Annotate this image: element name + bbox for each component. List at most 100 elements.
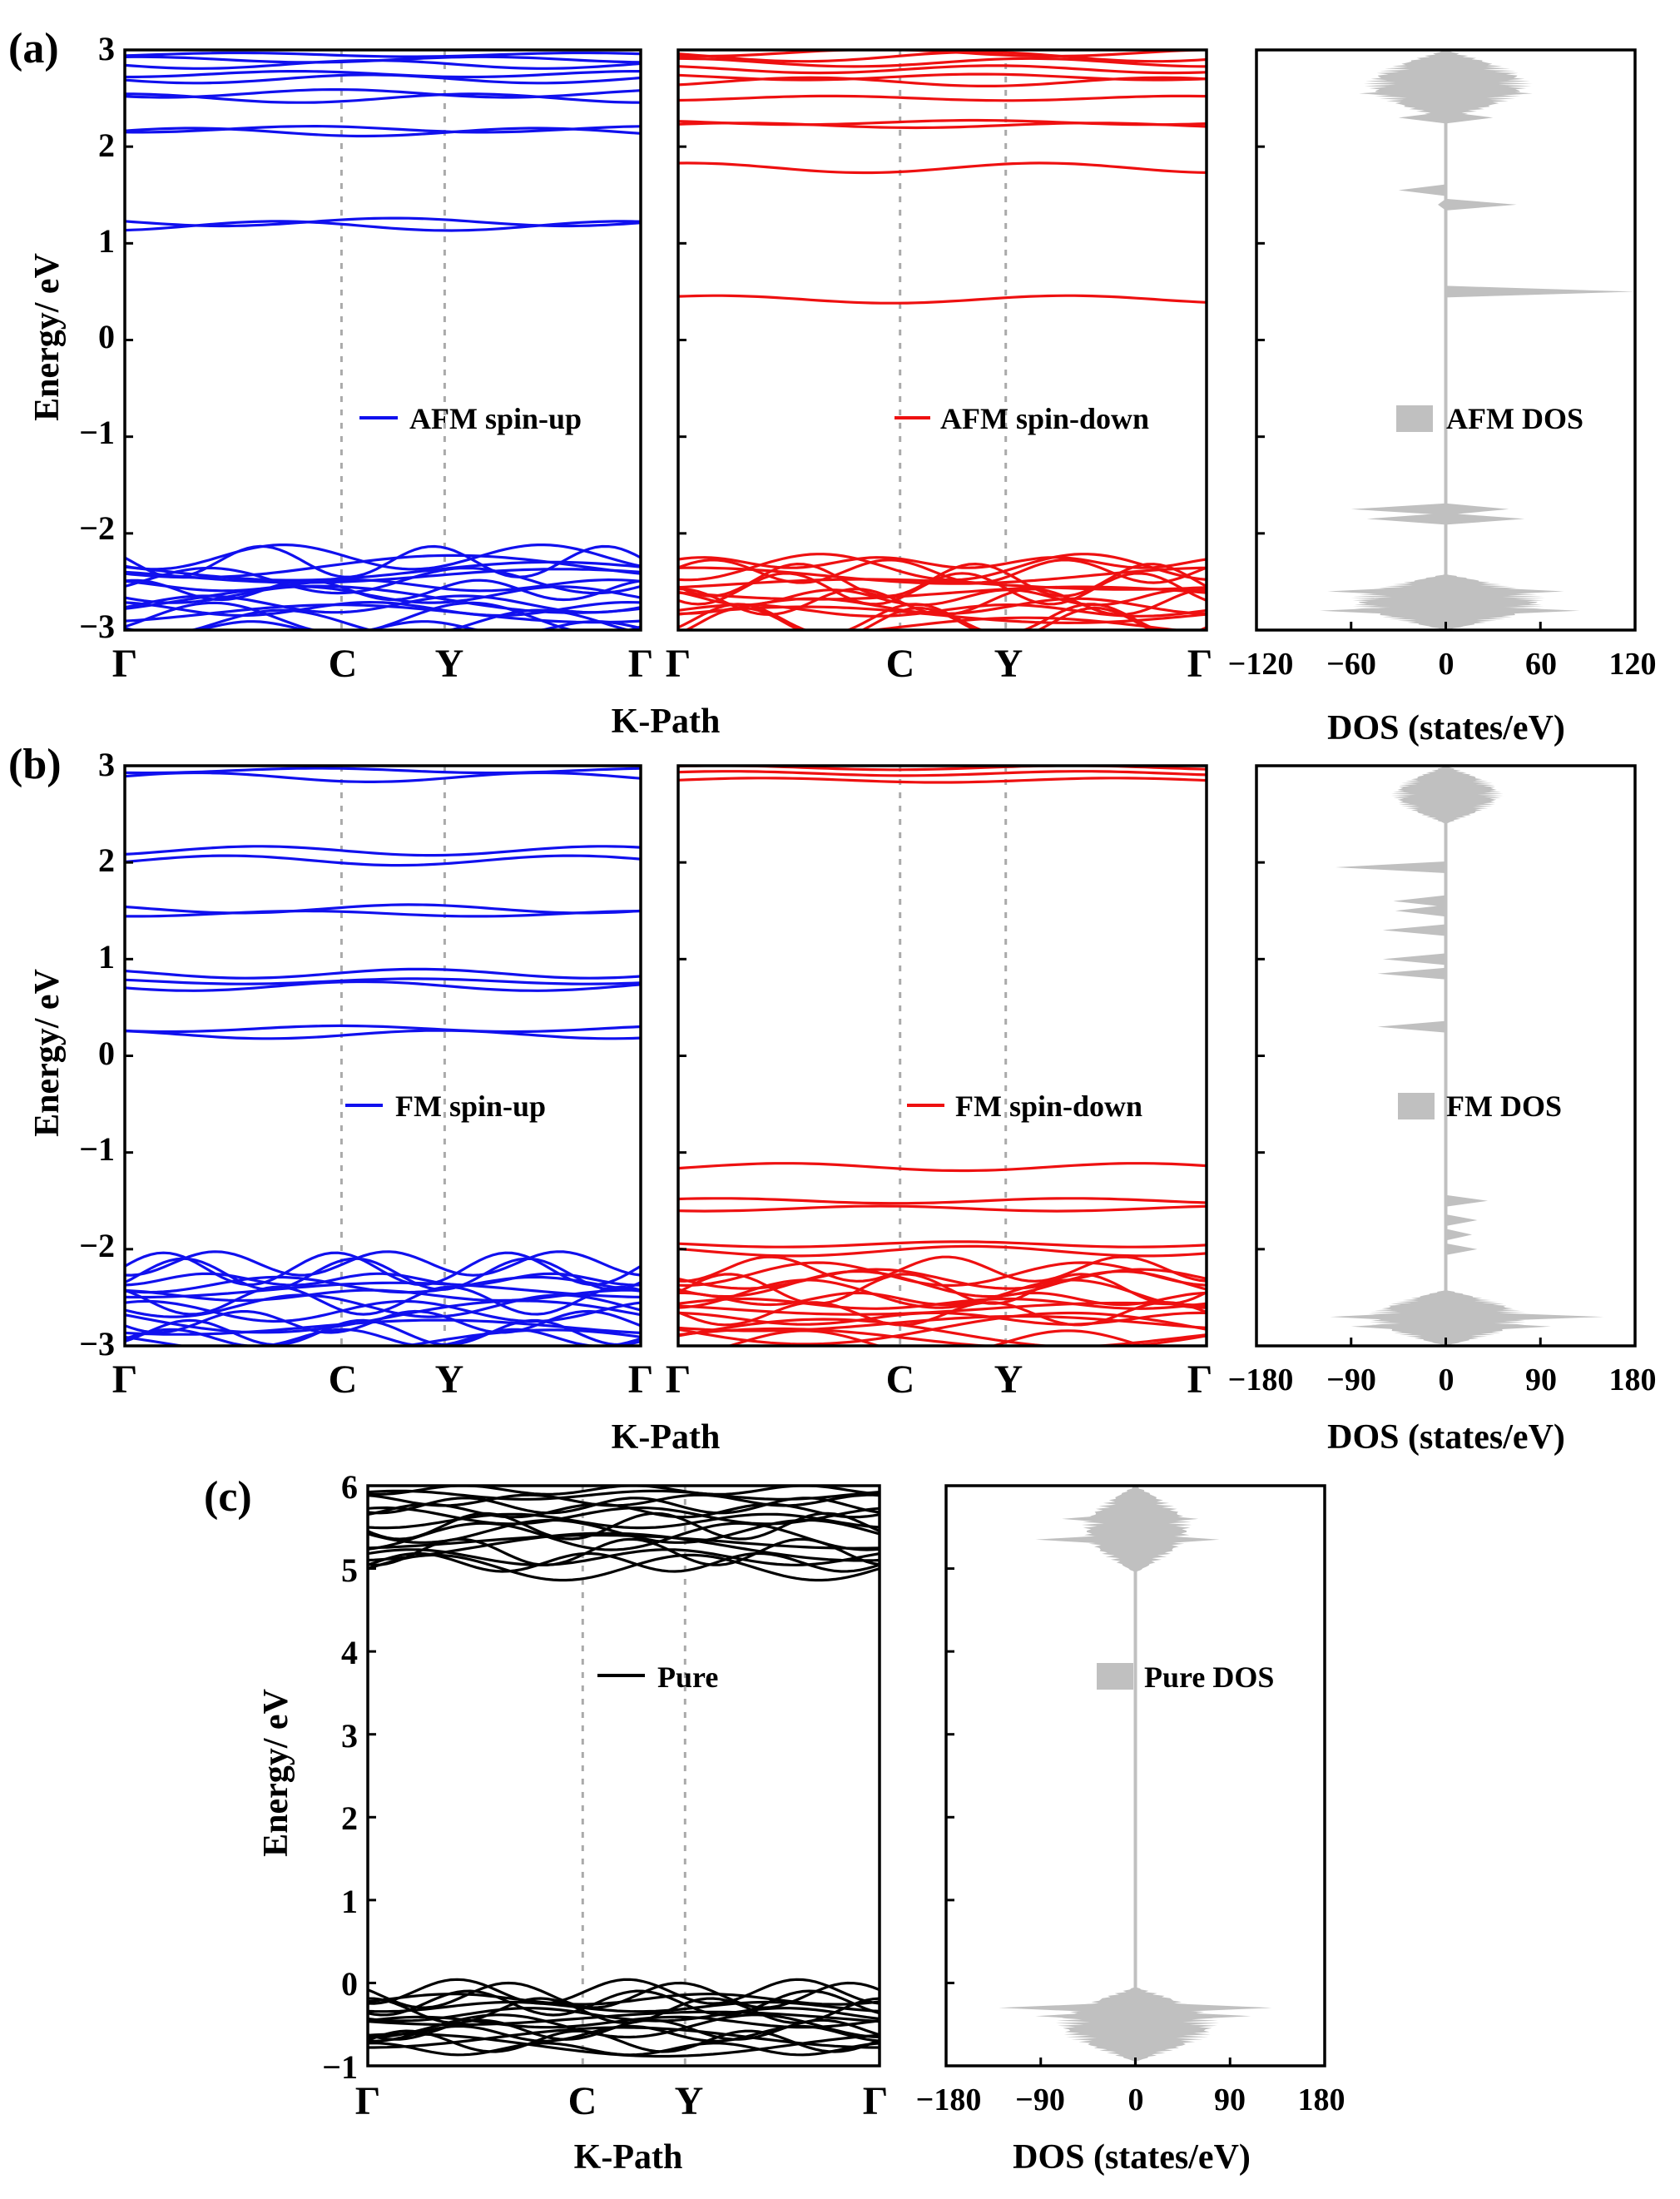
x-tick-label: −90 — [1326, 1363, 1376, 1397]
x-tick-label: 90 — [1525, 1363, 1557, 1397]
band-line — [678, 1255, 1207, 1283]
band-line — [368, 1997, 880, 2025]
band-line — [368, 1548, 880, 1566]
dos-peak — [1398, 184, 1446, 196]
plot-frame-b-up — [123, 764, 642, 1348]
band-line — [125, 1275, 641, 1294]
band-line — [678, 294, 1207, 305]
band-line — [125, 1318, 641, 1346]
dos-peak — [1445, 1320, 1551, 1333]
x-tick-label: 0 — [1128, 2082, 1144, 2117]
kpoint-label: Y — [994, 642, 1023, 686]
band-line — [125, 216, 641, 228]
plot-frame-a-dos — [1255, 48, 1637, 632]
dos-peak — [1445, 604, 1580, 617]
y-tick-label: 0 — [341, 1965, 358, 2003]
kpoint-label: Y — [994, 1358, 1023, 1402]
dos-peak — [1445, 198, 1517, 211]
dos-x-axis-label-a: DOS (states/eV) — [1327, 709, 1565, 747]
x-tick-label: −60 — [1326, 647, 1376, 682]
dos-series-2 — [1319, 50, 1635, 630]
dos-peak — [1445, 1229, 1473, 1241]
dos-x-ticks-c: −180 −90 0 90 180 — [916, 2082, 1345, 2117]
plot-frame-a-down — [676, 48, 1208, 632]
dos-x-axis-label-b: DOS (states/eV) — [1327, 1418, 1565, 1457]
kpoint-label: Γ — [112, 1358, 138, 1402]
dos-peak — [1377, 967, 1446, 980]
y-tick-label: 1 — [98, 222, 115, 260]
band-line — [125, 1285, 641, 1316]
kpoint-label: C — [568, 2079, 597, 2123]
band-line — [125, 578, 641, 593]
dos-peak — [1445, 285, 1635, 298]
band-line — [678, 1204, 1207, 1213]
band-line — [368, 1551, 880, 1573]
band-line — [368, 1512, 880, 1530]
band-line — [125, 767, 641, 775]
band-line — [125, 1328, 641, 1346]
legend-label: Pure DOS — [1144, 1660, 1274, 1694]
band-line — [678, 1327, 1207, 1346]
legend-label: AFM spin-up — [409, 402, 582, 435]
y-ticks-b: 3 2 1 0 −1 −2 −3 — [79, 746, 115, 1363]
legend-label: AFM spin-down — [940, 402, 1149, 435]
plot-frame-a-up — [123, 48, 642, 632]
kpoint-label: Y — [435, 642, 464, 686]
band-line — [125, 909, 641, 918]
band-line — [125, 73, 641, 85]
band-line — [125, 584, 641, 614]
y-tick-label: 3 — [341, 1717, 358, 1755]
x-tick-label: 180 — [1298, 2082, 1345, 2117]
dos-peak — [1335, 861, 1446, 873]
y-tick-label: 3 — [98, 746, 115, 783]
kpoint-labels-a: Γ C Y Γ Γ C Y Γ — [112, 642, 1213, 686]
dos-peak — [1445, 1311, 1604, 1323]
dos-peak — [1035, 1533, 1136, 1546]
dos-peak — [1398, 112, 1446, 124]
y-tick-label: 6 — [341, 1468, 358, 1506]
kpoint-label: Γ — [355, 2079, 381, 2123]
plot-frame-b-dos — [1255, 764, 1637, 1348]
dos-peak — [1395, 905, 1446, 917]
legend-swatch — [1097, 1663, 1133, 1690]
band-line — [678, 1261, 1207, 1288]
band-line — [125, 980, 641, 992]
band-line — [125, 1024, 641, 1034]
y-tick-label: −1 — [79, 1130, 115, 1168]
dos-x-axis-label-c: DOS (states/eV) — [1013, 2138, 1251, 2177]
kpoint-label: Γ — [1187, 642, 1213, 686]
band-line — [678, 553, 1207, 582]
x-tick-label: 180 — [1609, 1363, 1657, 1397]
y-tick-label: 3 — [98, 30, 115, 67]
band-line — [368, 1978, 880, 2005]
band-line — [125, 568, 641, 584]
y-tick-label: 2 — [98, 127, 115, 164]
band-line — [864, 616, 1188, 630]
band-line — [368, 1533, 880, 1550]
x-tick-label: −90 — [1015, 2082, 1065, 2117]
dos-band-area — [1081, 1486, 1192, 1573]
kpoint-label: Γ — [1187, 1358, 1213, 1402]
legend-swatch — [1398, 1093, 1435, 1119]
band-line — [125, 1029, 641, 1040]
y-tick-label: 0 — [98, 318, 115, 355]
y-tick-label: 4 — [341, 1634, 358, 1671]
band-line — [678, 76, 1207, 87]
band-line — [125, 59, 641, 70]
kpoint-label: Γ — [628, 1358, 654, 1402]
dos-peak — [1445, 513, 1525, 525]
x-tick-label: 90 — [1214, 2082, 1246, 2117]
band-series-1 — [678, 50, 1207, 630]
y-tick-label: −2 — [79, 509, 115, 547]
kpoint-label: Y — [675, 2079, 704, 2123]
y-ticks-c: 6 5 4 3 2 1 0 −1 — [322, 1468, 358, 2086]
band-line — [678, 770, 1207, 777]
band-line — [678, 777, 1207, 784]
dos-peak — [1393, 895, 1446, 907]
band-line — [125, 88, 641, 99]
dos-peak — [1438, 198, 1446, 211]
band-line — [125, 771, 641, 783]
band-line — [125, 124, 641, 134]
dos-peak — [1135, 2002, 1272, 2014]
